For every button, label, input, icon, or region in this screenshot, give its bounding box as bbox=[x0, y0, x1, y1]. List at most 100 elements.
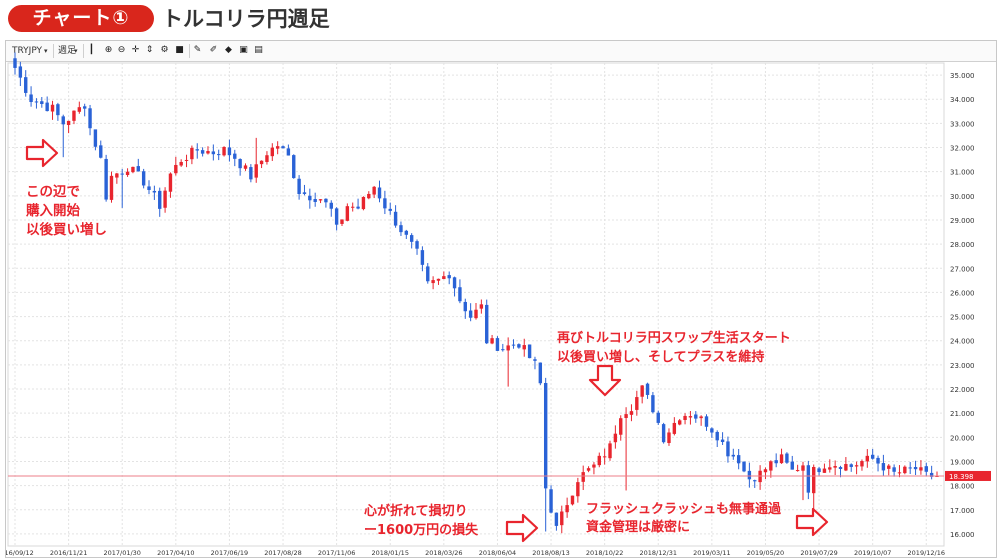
candle-body bbox=[838, 467, 843, 470]
y-tick-label: 20.000 bbox=[950, 434, 975, 442]
candle-body bbox=[527, 344, 532, 359]
candle-body bbox=[490, 338, 494, 344]
x-tick-label: 2017/04/10 bbox=[157, 549, 194, 557]
candle-body bbox=[860, 461, 864, 467]
candle-body bbox=[40, 101, 44, 104]
annotation-text: フラッシュクラッシュも無事通過 bbox=[586, 501, 782, 517]
candle-body bbox=[779, 454, 784, 464]
down-arrow-icon bbox=[588, 364, 622, 397]
candle-body bbox=[506, 345, 510, 351]
candle-type-icon[interactable]: ┃ bbox=[88, 45, 95, 55]
candle-body bbox=[602, 456, 607, 458]
candle-body bbox=[82, 106, 87, 109]
candle-body bbox=[254, 164, 258, 178]
candle-body bbox=[892, 467, 896, 472]
candle-body bbox=[924, 466, 928, 472]
candle-body bbox=[661, 424, 666, 443]
candle-body bbox=[190, 147, 194, 160]
candle-body bbox=[812, 466, 816, 494]
x-tick-label: 2018/01/15 bbox=[371, 549, 408, 557]
candle-body bbox=[468, 310, 473, 318]
timeframe-selector[interactable]: 週足 bbox=[58, 46, 77, 56]
candle-body bbox=[844, 464, 848, 471]
candle-body bbox=[533, 359, 537, 361]
candle-body bbox=[640, 385, 644, 397]
x-tick-label: 2019/03/11 bbox=[693, 549, 730, 557]
candle-body bbox=[742, 461, 746, 472]
candle-body bbox=[136, 166, 140, 172]
candle-body bbox=[565, 505, 569, 513]
candle-body bbox=[302, 192, 307, 194]
pencil-icon[interactable]: ✎ bbox=[193, 45, 202, 55]
candle-body bbox=[613, 433, 618, 443]
crosshair-icon[interactable]: ✛ bbox=[131, 45, 140, 55]
candle-body bbox=[120, 173, 124, 175]
candle-body bbox=[431, 280, 435, 284]
candlestick-chart[interactable]: 16.000 17.000 18.000 19.000 20.000 21.000 22.0… bbox=[6, 41, 996, 557]
candle-body bbox=[699, 416, 703, 419]
chart-panel: TRYJPY ▾ 週足 ▾ ┃ ⊕ ⊖ ✛ ⇕ ⚙ ■ ✎ ✐ ◆ ▣ ▤ 16… bbox=[5, 40, 997, 558]
right-arrow-icon bbox=[505, 513, 539, 543]
timeframe-dropdown-icon[interactable]: ▾ bbox=[74, 47, 78, 55]
annotation-text: 再びトルコリラ円スワップ生活スタート bbox=[557, 330, 791, 346]
candle-body bbox=[436, 278, 441, 281]
y-tick-label: 16.000 bbox=[950, 531, 975, 539]
candle-body bbox=[18, 66, 23, 78]
candle-body bbox=[115, 173, 119, 178]
candle-body bbox=[13, 58, 17, 68]
y-tick-label: 23.000 bbox=[950, 362, 975, 370]
x-tick-label: 2017/08/28 bbox=[264, 549, 301, 557]
zoom-in-icon[interactable]: ⊕ bbox=[104, 45, 113, 55]
candle-body bbox=[361, 196, 366, 210]
candle-body bbox=[66, 120, 71, 126]
candle-body bbox=[426, 266, 430, 282]
candle-body bbox=[903, 466, 907, 474]
candle-body bbox=[672, 422, 677, 434]
annotation-text: 心が折れて損切り bbox=[364, 503, 468, 519]
camera-icon[interactable]: ▣ bbox=[239, 45, 248, 55]
candle-body bbox=[292, 155, 296, 179]
x-tick-label: 2019/07/29 bbox=[800, 549, 837, 557]
candle-body bbox=[586, 468, 591, 471]
candle-body bbox=[865, 455, 870, 462]
save-icon[interactable]: ■ bbox=[175, 45, 184, 55]
candle-body bbox=[801, 465, 805, 471]
candle-body bbox=[99, 145, 103, 158]
candle-body bbox=[334, 208, 339, 225]
layout-icon[interactable]: ▤ bbox=[254, 45, 263, 55]
candle-body bbox=[393, 211, 398, 226]
current-price-label: 18.398 bbox=[949, 473, 974, 481]
candle-body bbox=[704, 416, 709, 427]
brush-icon[interactable]: ✐ bbox=[209, 45, 218, 55]
symbol-selector[interactable]: TRYJPY bbox=[12, 46, 43, 56]
candle-body bbox=[929, 472, 934, 477]
annotation-text: この辺で bbox=[26, 184, 80, 200]
x-tick-label: 2019/05/20 bbox=[747, 549, 784, 557]
candle-body bbox=[367, 193, 371, 199]
candle-body bbox=[828, 467, 832, 470]
candle-body bbox=[168, 173, 173, 192]
x-tick-label: 2018/10/22 bbox=[586, 549, 623, 557]
symbol-dropdown-icon[interactable]: ▾ bbox=[44, 47, 48, 55]
y-tick-label: 19.000 bbox=[950, 458, 975, 466]
candle-body bbox=[216, 154, 221, 156]
candle-body bbox=[377, 187, 382, 199]
candle-body bbox=[629, 411, 634, 415]
candle-body bbox=[259, 160, 264, 165]
zoom-out-icon[interactable]: ⊖ bbox=[117, 45, 126, 55]
candle-body bbox=[849, 464, 853, 467]
candle-body bbox=[619, 418, 623, 435]
candle-body bbox=[72, 110, 76, 121]
candle-body bbox=[656, 412, 660, 423]
candle-body bbox=[222, 146, 226, 156]
magnet-icon[interactable]: ◆ bbox=[225, 45, 232, 55]
y-tick-label: 21.000 bbox=[950, 410, 975, 418]
candle-body bbox=[442, 276, 446, 280]
scale-icon[interactable]: ⇕ bbox=[145, 45, 154, 55]
candle-body bbox=[147, 186, 151, 190]
candle-body bbox=[881, 463, 886, 471]
candle-body bbox=[887, 465, 891, 469]
settings-icon[interactable]: ⚙ bbox=[160, 45, 169, 55]
y-tick-label: 33.000 bbox=[950, 120, 975, 128]
candle-body bbox=[769, 461, 773, 471]
